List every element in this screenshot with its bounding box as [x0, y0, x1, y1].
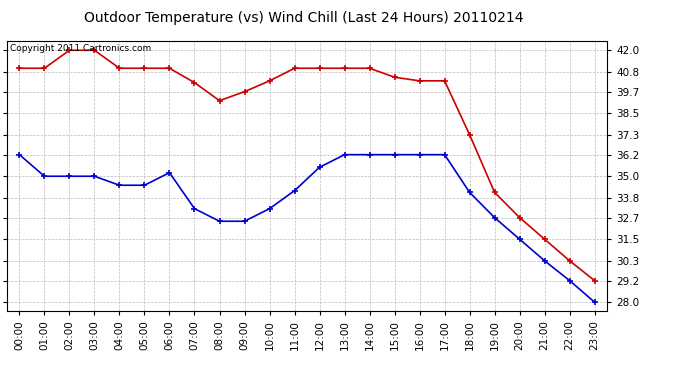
Text: Outdoor Temperature (vs) Wind Chill (Last 24 Hours) 20110214: Outdoor Temperature (vs) Wind Chill (Las… — [84, 11, 523, 25]
Text: Copyright 2011 Cartronics.com: Copyright 2011 Cartronics.com — [10, 44, 151, 53]
